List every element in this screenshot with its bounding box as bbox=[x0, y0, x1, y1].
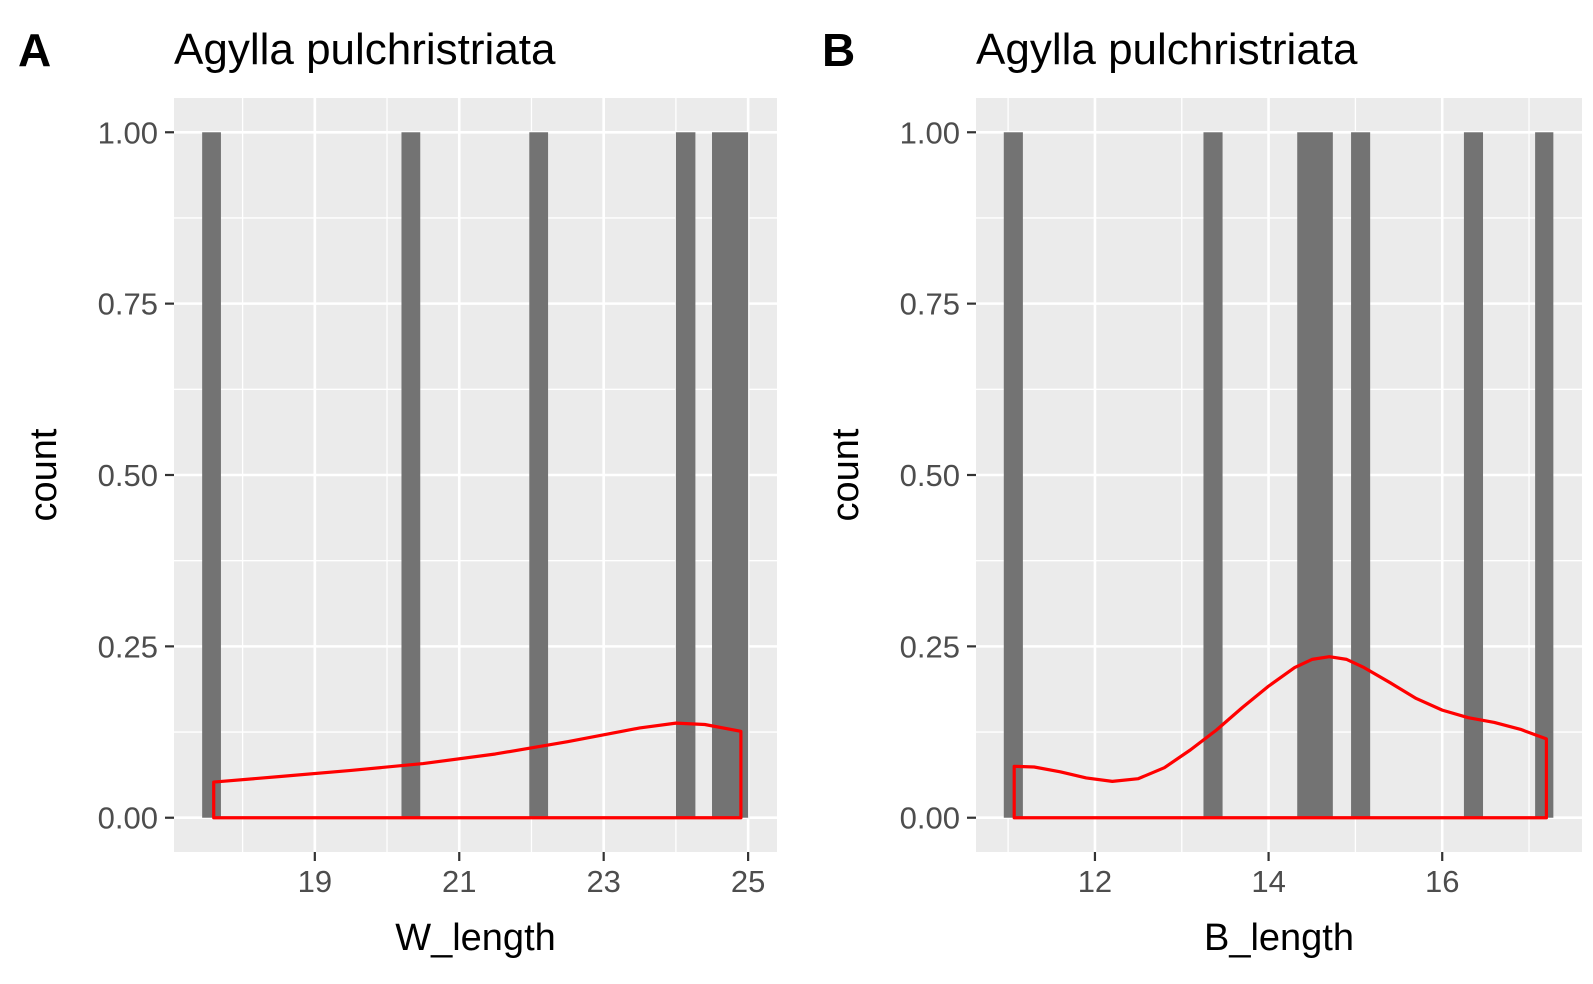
histogram-bar bbox=[1003, 132, 1023, 818]
x-tick-label: 16 bbox=[1425, 864, 1459, 899]
x-axis-title: W_length bbox=[395, 917, 556, 959]
x-tick-label: 25 bbox=[731, 864, 765, 899]
y-tick-label: 0.00 bbox=[900, 801, 960, 836]
x-tick-label: 23 bbox=[586, 864, 620, 899]
x-tick-label: 19 bbox=[298, 864, 332, 899]
density-curve bbox=[1012, 655, 1548, 820]
y-tick-label: 0.25 bbox=[98, 629, 158, 664]
x-tick-label: 21 bbox=[442, 864, 476, 899]
x-tick-label: 12 bbox=[1078, 864, 1112, 899]
histogram-bar bbox=[1535, 132, 1554, 818]
panel-title: Agylla pulchristriata bbox=[174, 25, 556, 74]
x-tick-label: 14 bbox=[1251, 864, 1285, 899]
histogram-bar bbox=[1297, 132, 1333, 818]
histogram-bar bbox=[675, 132, 696, 818]
panel-letter: A bbox=[18, 24, 51, 76]
histogram-bar bbox=[202, 132, 221, 818]
panel-b: 0.00 0.25 0.50 0.75 1.00 12 14 16 B_length count B… bbox=[822, 24, 1582, 959]
y-tick-label: 0.50 bbox=[98, 458, 158, 493]
y-axis-title: count bbox=[825, 428, 867, 521]
y-tick-label: 0.75 bbox=[900, 287, 960, 322]
histogram-bar bbox=[1203, 132, 1223, 818]
y-tick-label: 0.50 bbox=[900, 458, 960, 493]
y-tick-label: 1.00 bbox=[98, 115, 158, 150]
y-axis-title: count bbox=[23, 428, 65, 521]
histogram-bar bbox=[712, 132, 749, 818]
y-tick-label: 0.00 bbox=[98, 801, 158, 836]
y-tick-label: 0.25 bbox=[900, 629, 960, 664]
x-axis-title: B_length bbox=[1204, 917, 1354, 959]
panel-title: Agylla pulchristriata bbox=[976, 25, 1358, 74]
histogram-bar bbox=[1463, 132, 1484, 818]
histogram-bar bbox=[1351, 132, 1371, 818]
panel-a: 0.00 0.25 0.50 0.75 1.00 19 21 23 25 W_length coun… bbox=[18, 24, 777, 959]
histogram-bar bbox=[529, 132, 549, 818]
y-tick-label: 0.75 bbox=[98, 287, 158, 322]
density-curve bbox=[212, 721, 743, 820]
y-tick-label: 1.00 bbox=[900, 115, 960, 150]
panel-letter: B bbox=[822, 24, 855, 76]
histogram-bar bbox=[401, 132, 421, 818]
